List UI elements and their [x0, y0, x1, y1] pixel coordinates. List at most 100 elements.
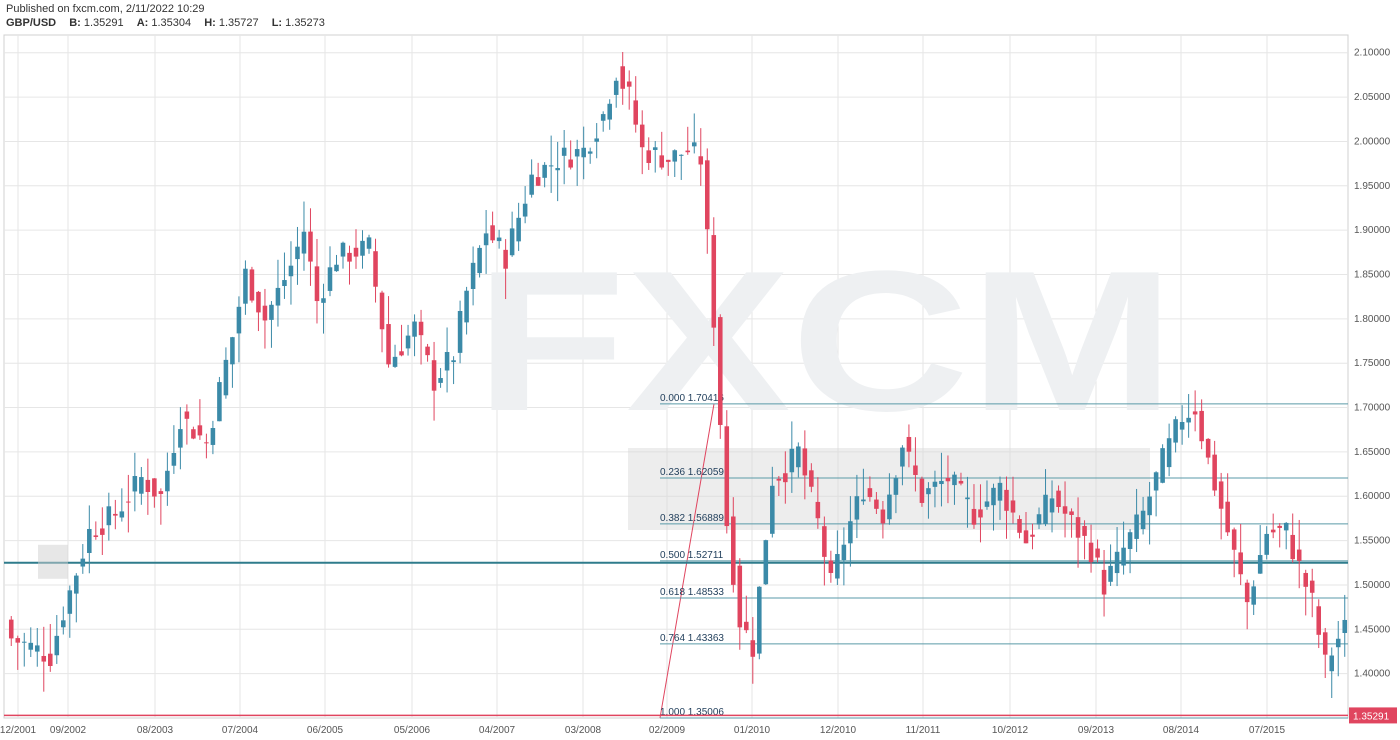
candle-body — [1121, 547, 1126, 566]
fib-level-label: 0.000 1.70416 — [660, 393, 724, 404]
candle-body — [113, 513, 118, 516]
candle-body — [548, 165, 554, 167]
candle-body — [464, 290, 469, 323]
candle-body — [451, 360, 456, 363]
candle-body — [262, 305, 268, 321]
candle-body — [997, 482, 1003, 501]
candle-body — [418, 321, 424, 336]
candle-body — [828, 560, 834, 573]
y-tick-label: 2.00000 — [1354, 136, 1391, 147]
ask-label: A: — [136, 17, 149, 29]
candle-body — [776, 478, 782, 481]
candle-body — [620, 66, 625, 89]
candle-body — [1114, 551, 1120, 574]
candle-body — [561, 147, 567, 156]
candle-body — [158, 491, 164, 494]
candle-body — [1062, 506, 1068, 514]
candle-body — [1043, 494, 1048, 524]
candles — [8, 51, 1348, 699]
y-tick-label: 1.65000 — [1354, 447, 1391, 458]
fib-level-label: 0.618 1.48533 — [660, 587, 724, 598]
candle-body — [438, 378, 443, 383]
symbol: GBP/USD — [6, 17, 57, 29]
candle-body — [1303, 572, 1308, 587]
fib-level-label: 0.236 1.62059 — [660, 467, 724, 478]
candle-body — [392, 356, 398, 367]
y-tick-label: 1.60000 — [1354, 491, 1391, 502]
candle-body — [815, 501, 821, 519]
high-label: H: — [204, 17, 216, 29]
candle-body — [256, 291, 261, 313]
bid-label: B: — [69, 17, 81, 29]
candle-body — [1173, 419, 1178, 443]
candle-body — [1088, 542, 1094, 563]
candle-body — [789, 448, 795, 473]
candle-body — [178, 429, 183, 448]
candle-body — [54, 635, 60, 656]
candle-body — [574, 149, 580, 157]
candle-body — [1069, 511, 1074, 515]
candle-body — [763, 540, 769, 585]
candle-body — [932, 481, 938, 487]
candle-body — [425, 346, 430, 356]
candle-body — [197, 425, 203, 436]
candle-body — [106, 506, 112, 526]
candle-body — [34, 645, 40, 652]
candle-body — [269, 304, 274, 320]
candle-body — [1082, 526, 1087, 536]
x-tick-label: 09/2002 — [50, 725, 87, 736]
fib-level-label: 0.382 1.56889 — [660, 513, 724, 524]
candle-body — [340, 242, 346, 257]
candle-body — [965, 497, 970, 500]
candle-body — [236, 306, 242, 334]
candle-body — [132, 476, 138, 492]
candle-body — [737, 565, 743, 628]
candle-body — [809, 470, 814, 487]
candle-body — [659, 155, 665, 168]
candle-body — [28, 642, 34, 650]
candle-body — [880, 509, 886, 524]
candle-body — [691, 142, 697, 147]
candle-body — [386, 324, 391, 365]
support-shaded-zone — [38, 544, 68, 579]
candle-body — [535, 177, 541, 186]
candle-body — [314, 266, 320, 302]
x-tick-label: 09/2013 — [1078, 725, 1115, 736]
y-tick-label: 1.85000 — [1354, 269, 1391, 280]
candle-body — [594, 138, 599, 142]
candle-body — [1095, 548, 1100, 558]
y-tick-label: 2.10000 — [1354, 48, 1391, 59]
candle-body — [139, 477, 144, 494]
bid-value: 1.35291 — [83, 17, 124, 29]
candle-body — [1134, 514, 1139, 539]
candle-body — [230, 337, 235, 365]
published-text: Published on fxcm.com, 2/11/2022 10:29 — [6, 3, 205, 15]
candle-body — [119, 511, 125, 518]
candle-body — [405, 335, 411, 349]
candle-body — [1049, 498, 1055, 513]
candle-body — [1231, 529, 1237, 550]
candle-body — [21, 641, 27, 643]
candle-body — [126, 501, 131, 503]
candle-body — [204, 442, 209, 444]
candle-body — [841, 544, 847, 561]
candle-body — [15, 638, 21, 643]
candle-body — [366, 237, 372, 249]
quote-row: GBP/USD B: 1.35291 A: 1.35304 H: 1.35727… — [6, 16, 325, 30]
candle-body — [61, 620, 66, 628]
candle-body — [802, 448, 808, 476]
x-tick-label: 05/2006 — [394, 725, 431, 736]
candle-body — [308, 231, 313, 262]
candle-body — [1283, 522, 1289, 531]
candle-body — [431, 360, 437, 391]
x-tick-label: 08/2014 — [1163, 725, 1200, 736]
candle-body — [347, 252, 352, 262]
candle-body — [1017, 518, 1022, 533]
candle-body — [1205, 438, 1211, 458]
candle-body — [835, 554, 840, 579]
candle-body — [1036, 514, 1042, 525]
fib-level-label: 0.500 1.52711 — [660, 550, 724, 561]
candle-body — [542, 164, 547, 178]
candle-body — [1056, 490, 1061, 507]
candle-body — [1140, 510, 1146, 530]
